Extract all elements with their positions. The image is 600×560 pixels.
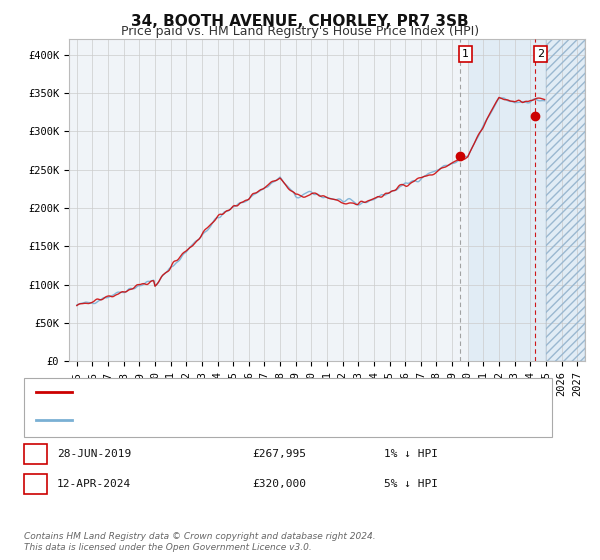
Text: 12-APR-2024: 12-APR-2024 [57,479,131,489]
Text: Price paid vs. HM Land Registry's House Price Index (HPI): Price paid vs. HM Land Registry's House … [121,25,479,38]
Bar [546,39,585,361]
Bar [468,39,585,361]
Text: 1: 1 [32,449,39,459]
Text: 34, BOOTH AVENUE, CHORLEY, PR7 3SB (detached house): 34, BOOTH AVENUE, CHORLEY, PR7 3SB (deta… [78,387,403,397]
Text: 34, BOOTH AVENUE, CHORLEY, PR7 3SB: 34, BOOTH AVENUE, CHORLEY, PR7 3SB [131,14,469,29]
Text: 2: 2 [32,479,39,489]
Text: £267,995: £267,995 [252,449,306,459]
Text: 1% ↓ HPI: 1% ↓ HPI [384,449,438,459]
Text: Contains HM Land Registry data © Crown copyright and database right 2024.
This d: Contains HM Land Registry data © Crown c… [24,532,376,552]
Text: 2: 2 [537,49,544,59]
Text: 5% ↓ HPI: 5% ↓ HPI [384,479,438,489]
Text: 28-JUN-2019: 28-JUN-2019 [57,449,131,459]
Text: HPI: Average price, detached house, Chorley: HPI: Average price, detached house, Chor… [78,415,327,425]
Text: 1: 1 [462,49,469,59]
Text: £320,000: £320,000 [252,479,306,489]
